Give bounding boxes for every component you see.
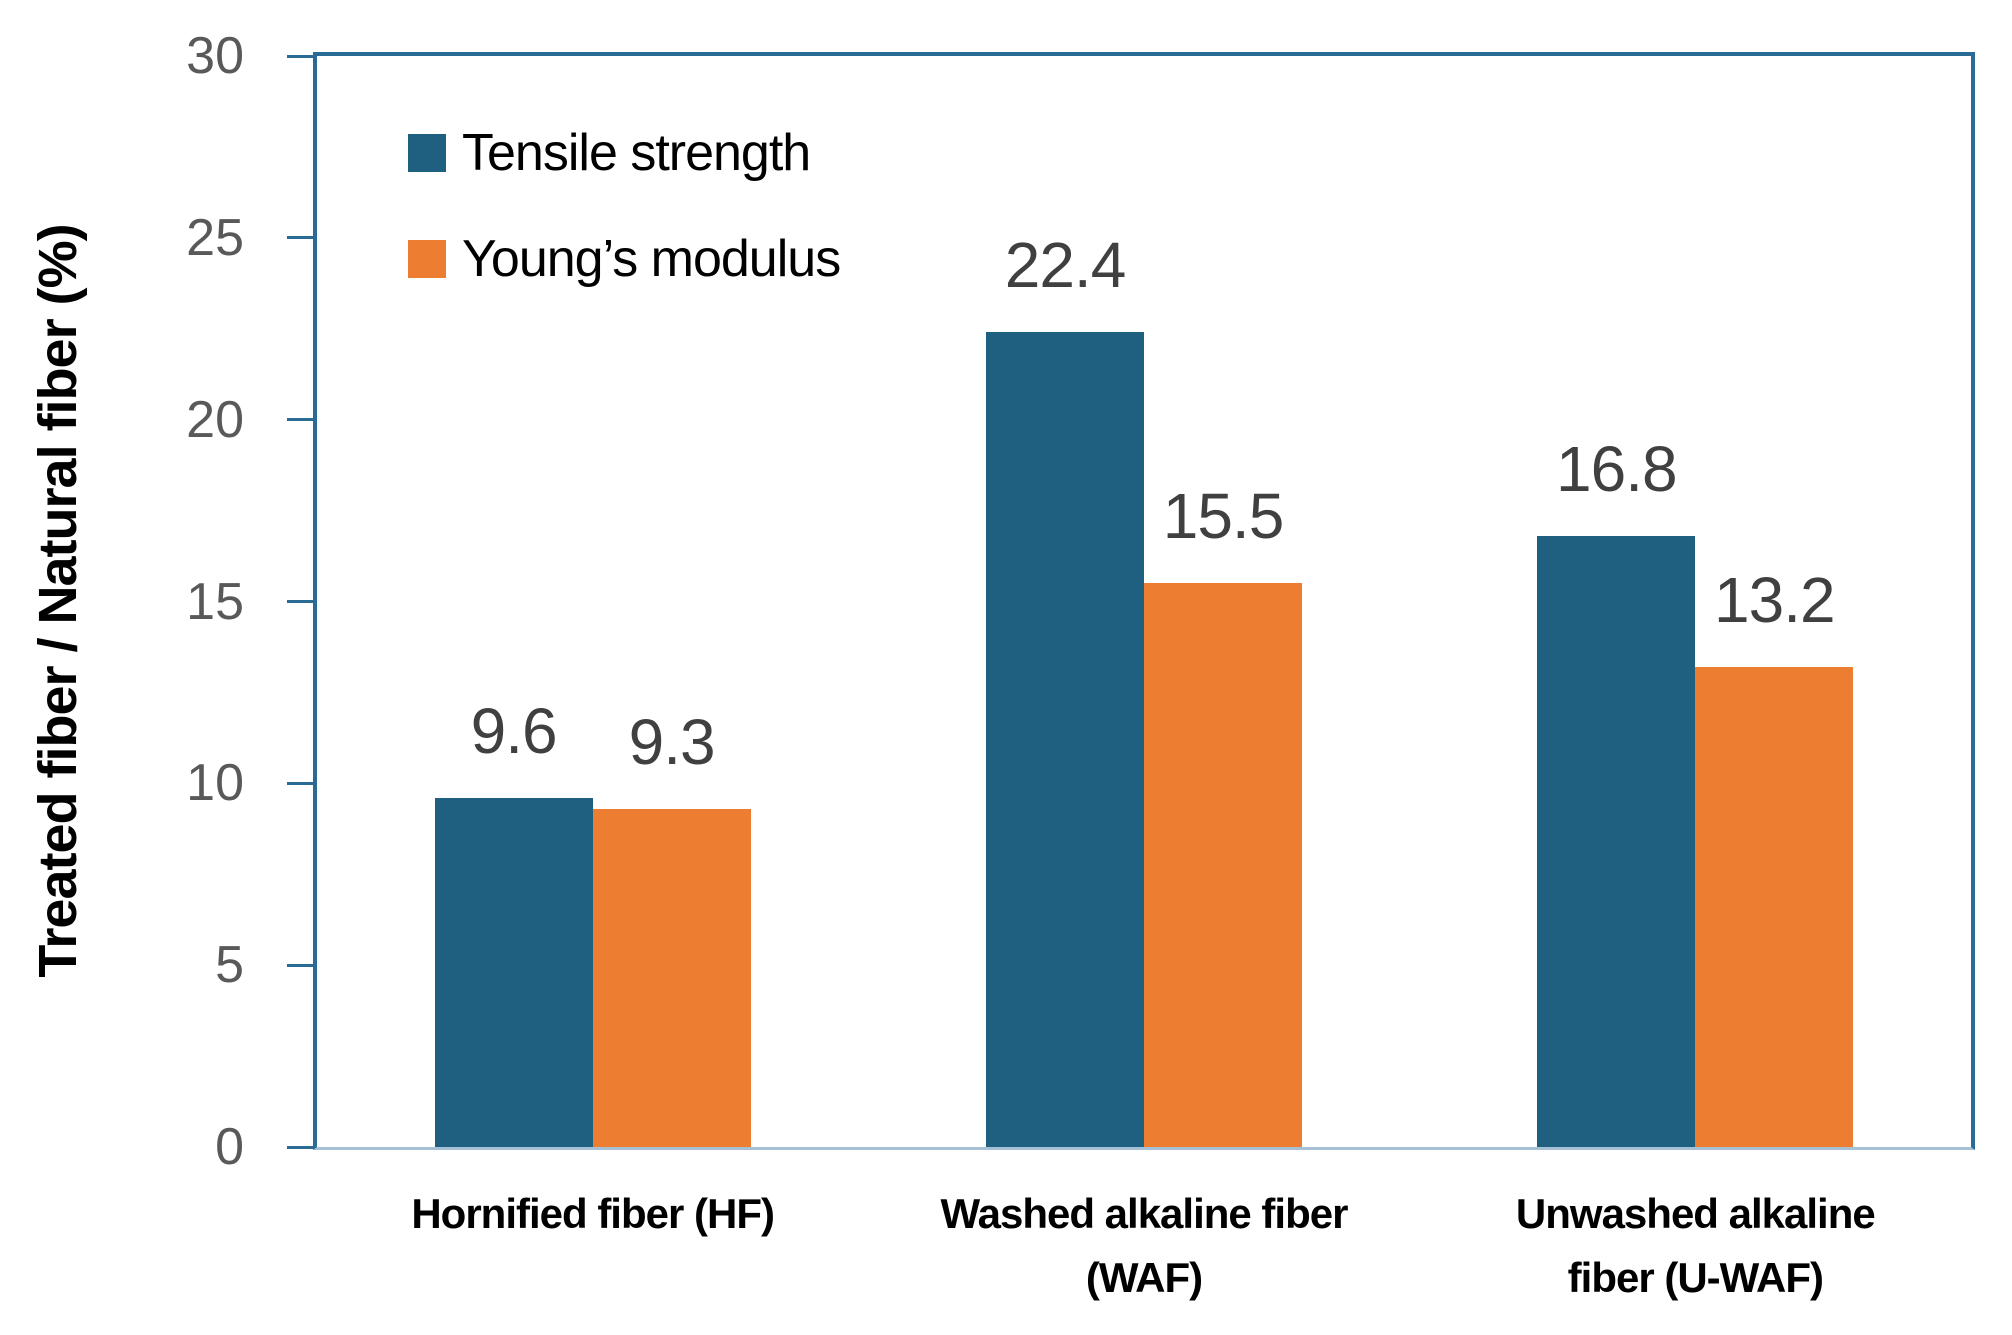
y-tick-mark [287, 963, 313, 967]
bar-value-label-tensile-strength-washed-alkaline-fiber-waf: 22.4 [1004, 229, 1127, 302]
bar-young-s-modulus-hornified-fiber-hf [592, 808, 751, 1147]
bar-value-label-young-s-modulus-unwashed-alkaline-fiber-u-waf: 13.2 [1714, 563, 1836, 636]
legend-item-tensile-strength: Tensile strength [408, 122, 840, 184]
y-tick-label: 0 [215, 1118, 244, 1176]
x-category-label-line: Unwashed alkaline [1515, 1190, 1876, 1237]
x-category-label-unwashed-alkaline-fiber-u-waf: Unwashed alkaline fiber (U-WAF) [1385, 1182, 2005, 1310]
y-tick-label: 5 [215, 936, 244, 995]
y-tick-mark [287, 54, 313, 58]
y-tick-mark [287, 418, 313, 422]
y-tick-label: 10 [186, 754, 244, 813]
bar-value-label-tensile-strength-unwashed-alkaline-fiber-u-waf: 16.8 [1556, 433, 1678, 506]
legend-label-tensile-strength: Tensile strength [462, 124, 811, 182]
bar-tensile-strength-hornified-fiber-hf [434, 797, 593, 1147]
y-tick-label: 25 [186, 208, 244, 267]
bar-tensile-strength-unwashed-alkaline-fiber-u-waf [1537, 536, 1696, 1147]
y-tick-label: 15 [186, 572, 244, 631]
x-category-label-line: Washed alkaline fiber [940, 1190, 1349, 1237]
x-category-label-washed-alkaline-fiber-waf: Washed alkaline fiber (WAF) [834, 1182, 1454, 1310]
bar-value-label-young-s-modulus-washed-alkaline-fiber-waf: 15.5 [1162, 480, 1285, 553]
bar-value-label-young-s-modulus-hornified-fiber-hf: 9.3 [628, 705, 716, 778]
legend-swatch-tensile-strength-icon [408, 134, 446, 172]
bar-young-s-modulus-unwashed-alkaline-fiber-u-waf [1695, 666, 1854, 1147]
y-tick-mark [287, 600, 313, 603]
y-tick-mark [287, 236, 313, 240]
legend-item-young-s-modulus: Young’s modulus [408, 228, 841, 290]
legend-label-young-s-modulus: Young’s modulus [462, 230, 841, 288]
y-tick-mark [287, 781, 313, 785]
x-category-label-hornified-fiber-hf: Hornified fiber (HF) [283, 1182, 903, 1246]
legend: Tensile strength Young’s modulus [408, 122, 841, 290]
y-tick-label: 30 [186, 27, 244, 85]
x-category-label-line: fiber (U-WAF) [1567, 1254, 1824, 1301]
legend-swatch-young-s-modulus-icon [408, 240, 446, 278]
bar-value-label-tensile-strength-hornified-fiber-hf: 9.6 [470, 694, 558, 767]
x-category-label-line: (WAF) [1085, 1254, 1203, 1301]
x-category-label-line: Hornified fiber (HF) [411, 1190, 775, 1237]
bar-tensile-strength-washed-alkaline-fiber-waf [986, 332, 1144, 1147]
y-tick-mark [287, 1145, 313, 1149]
y-tick-label: 20 [186, 390, 244, 449]
bar-young-s-modulus-washed-alkaline-fiber-waf [1144, 583, 1302, 1147]
